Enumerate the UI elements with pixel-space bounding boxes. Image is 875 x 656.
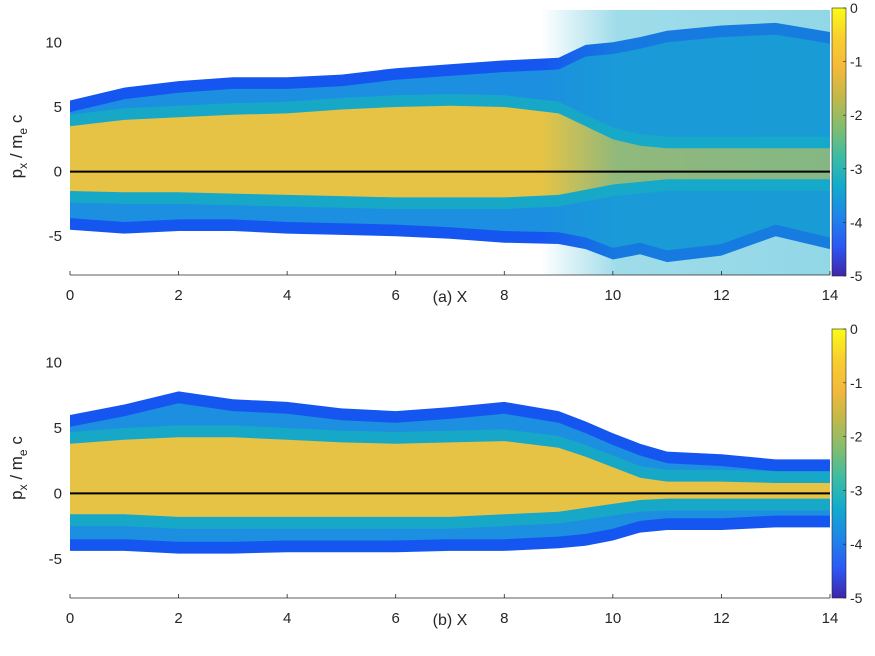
colorbar-tick-label: -4 bbox=[850, 214, 863, 230]
x-tick-label: 10 bbox=[605, 610, 622, 627]
x-tick-label: 2 bbox=[174, 287, 182, 304]
colorbar-scale bbox=[831, 7, 847, 277]
y-tick-label: 5 bbox=[54, 99, 62, 116]
x-tick-label: 14 bbox=[822, 287, 839, 304]
x-tick-label: 6 bbox=[392, 610, 400, 627]
colorbar-tick-label: 0 bbox=[850, 0, 858, 16]
y-axis-label-a: px / me c bbox=[7, 114, 30, 178]
colorbar-tick-label: 0 bbox=[850, 321, 858, 337]
colorbar-a: 0 -1 -2 -3 -4 -5 bbox=[831, 0, 863, 284]
x-tick-label: 0 bbox=[66, 610, 74, 627]
x-tick-label: 14 bbox=[822, 610, 839, 627]
x-tick-label: 0 bbox=[66, 287, 74, 304]
x-axis-label-a: (a) X bbox=[433, 289, 468, 306]
diffuse-region bbox=[70, 10, 830, 275]
y-tick-label: 0 bbox=[54, 164, 62, 181]
phase-space-plot-b bbox=[70, 391, 830, 554]
x-tick-label: 6 bbox=[392, 287, 400, 304]
x-tick-label: 8 bbox=[500, 287, 508, 304]
subplot-label-a: (a) bbox=[433, 289, 453, 306]
colorbar-tick-label: -1 bbox=[850, 54, 863, 70]
colorbar-tick-label: -4 bbox=[850, 536, 863, 552]
distribution-core bbox=[70, 437, 830, 517]
colorbar-tick-label: -2 bbox=[850, 107, 863, 123]
colorbar-tick-label: -1 bbox=[850, 375, 863, 391]
y-axis-label-b: px / me c bbox=[7, 436, 30, 500]
x-tick-label: 12 bbox=[713, 610, 730, 627]
colorbar-b: 0 -1 -2 -3 -4 -5 bbox=[831, 321, 863, 606]
colorbar-tick-label: -5 bbox=[850, 268, 863, 284]
y-tick-label: -5 bbox=[49, 228, 62, 245]
colorbar-scale bbox=[831, 328, 847, 599]
phase-space-plot-a bbox=[70, 10, 830, 275]
y-tick-label: -5 bbox=[49, 551, 62, 568]
y-tick-label: 0 bbox=[54, 485, 62, 502]
colorbar-tick-label: -2 bbox=[850, 429, 863, 445]
colorbar-tick-label: -3 bbox=[850, 482, 863, 498]
x-tick-label: 2 bbox=[174, 610, 182, 627]
x-tick-label: 12 bbox=[713, 287, 730, 304]
subplot-label-b: (b) bbox=[433, 612, 453, 629]
y-tick-label: 10 bbox=[45, 34, 62, 51]
y-tick-label: 5 bbox=[54, 420, 62, 437]
axes-a: 0 2 4 6 8 10 12 14 -5 0 5 10 bbox=[45, 34, 838, 304]
colorbar-tick-label: -5 bbox=[850, 590, 863, 606]
x-tick-label: 8 bbox=[500, 610, 508, 627]
y-tick-label: 10 bbox=[45, 355, 62, 372]
panel-b: 0 2 4 6 8 10 12 14 -5 0 5 10 px / me c (b) X 0 -1 -2 -… bbox=[7, 321, 863, 629]
panel-a: 0 2 4 6 8 10 12 14 -5 0 5 10 px / me c (a) X 0 -1 -2 -… bbox=[7, 0, 863, 306]
axes-b: 0 2 4 6 8 10 12 14 -5 0 5 10 bbox=[45, 355, 838, 627]
colorbar-tick-label: -3 bbox=[850, 161, 863, 177]
x-tick-label: 10 bbox=[605, 287, 622, 304]
x-axis-label-b: (b) X bbox=[433, 612, 468, 629]
x-tick-label: 4 bbox=[283, 287, 291, 304]
x-tick-label: 4 bbox=[283, 610, 291, 627]
